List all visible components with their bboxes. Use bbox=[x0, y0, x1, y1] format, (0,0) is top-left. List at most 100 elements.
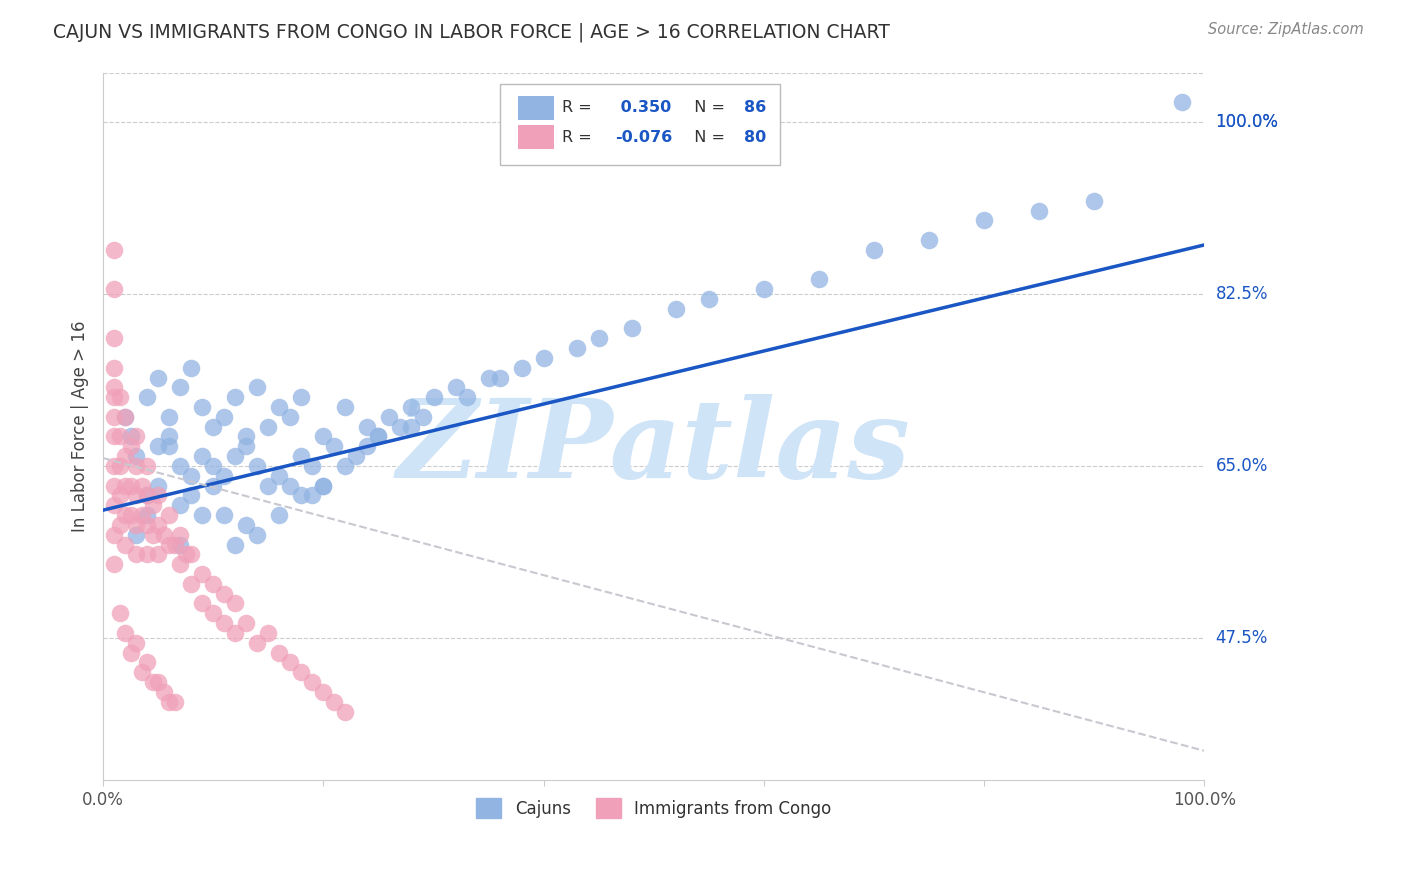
Point bbox=[163, 537, 186, 551]
Point bbox=[335, 400, 357, 414]
Point bbox=[103, 409, 125, 424]
Point bbox=[136, 508, 159, 522]
Point bbox=[477, 370, 499, 384]
Point bbox=[125, 449, 148, 463]
Point bbox=[697, 292, 720, 306]
Point bbox=[157, 695, 180, 709]
Point bbox=[131, 665, 153, 680]
Point bbox=[125, 517, 148, 532]
Point bbox=[973, 213, 995, 227]
Point bbox=[103, 498, 125, 512]
Point bbox=[103, 243, 125, 257]
Point bbox=[752, 282, 775, 296]
Point bbox=[290, 449, 312, 463]
Point bbox=[142, 527, 165, 541]
Point bbox=[323, 695, 346, 709]
Point bbox=[214, 587, 236, 601]
Point bbox=[114, 508, 136, 522]
Point bbox=[620, 321, 643, 335]
Point bbox=[269, 468, 291, 483]
Point bbox=[114, 626, 136, 640]
Text: ZIPatlas: ZIPatlas bbox=[396, 394, 911, 501]
Point bbox=[246, 458, 269, 473]
Point bbox=[257, 626, 280, 640]
Point bbox=[214, 508, 236, 522]
Point bbox=[565, 341, 588, 355]
Point bbox=[411, 409, 433, 424]
Point bbox=[136, 488, 159, 502]
Point bbox=[108, 488, 131, 502]
Point bbox=[290, 665, 312, 680]
Point bbox=[246, 527, 269, 541]
Point bbox=[367, 429, 389, 443]
Text: 86: 86 bbox=[744, 100, 766, 115]
Point bbox=[108, 429, 131, 443]
Point bbox=[180, 468, 202, 483]
Point bbox=[422, 390, 444, 404]
Point bbox=[290, 488, 312, 502]
Point bbox=[103, 331, 125, 345]
Point bbox=[108, 458, 131, 473]
Point bbox=[367, 429, 389, 443]
Point bbox=[180, 577, 202, 591]
Point bbox=[1083, 194, 1105, 208]
Point bbox=[389, 419, 412, 434]
Point bbox=[157, 508, 180, 522]
FancyBboxPatch shape bbox=[499, 84, 780, 165]
Point bbox=[148, 370, 170, 384]
Point bbox=[280, 478, 302, 492]
Point bbox=[114, 478, 136, 492]
Point bbox=[103, 429, 125, 443]
Point bbox=[510, 360, 533, 375]
Point bbox=[401, 400, 423, 414]
Point bbox=[114, 409, 136, 424]
Point bbox=[312, 478, 335, 492]
Point bbox=[224, 390, 246, 404]
Point bbox=[169, 498, 191, 512]
Point bbox=[323, 439, 346, 453]
Point bbox=[807, 272, 830, 286]
Point bbox=[191, 597, 214, 611]
Point bbox=[202, 478, 225, 492]
Point bbox=[290, 390, 312, 404]
Point bbox=[120, 508, 142, 522]
Point bbox=[202, 577, 225, 591]
Point bbox=[157, 409, 180, 424]
Point bbox=[163, 695, 186, 709]
Point bbox=[103, 360, 125, 375]
Point bbox=[301, 488, 323, 502]
Point bbox=[136, 390, 159, 404]
Point bbox=[125, 527, 148, 541]
Point bbox=[488, 370, 510, 384]
Point bbox=[120, 439, 142, 453]
Point bbox=[312, 429, 335, 443]
Point bbox=[136, 458, 159, 473]
Y-axis label: In Labor Force | Age > 16: In Labor Force | Age > 16 bbox=[72, 321, 89, 533]
Text: R =: R = bbox=[562, 100, 598, 115]
Point bbox=[148, 478, 170, 492]
Point bbox=[148, 517, 170, 532]
Point bbox=[169, 458, 191, 473]
Point bbox=[301, 675, 323, 690]
Point bbox=[103, 282, 125, 296]
Point bbox=[224, 537, 246, 551]
Point bbox=[1171, 95, 1194, 110]
Point bbox=[103, 458, 125, 473]
Point bbox=[103, 527, 125, 541]
Text: 47.5%: 47.5% bbox=[1216, 629, 1268, 647]
Point bbox=[224, 626, 246, 640]
Text: 100.0%: 100.0% bbox=[1216, 113, 1278, 131]
Point bbox=[280, 656, 302, 670]
Point bbox=[378, 409, 401, 424]
Point bbox=[280, 409, 302, 424]
Point bbox=[180, 547, 202, 561]
Point bbox=[202, 419, 225, 434]
Point bbox=[191, 400, 214, 414]
Point bbox=[863, 243, 886, 257]
Point bbox=[114, 449, 136, 463]
Point bbox=[444, 380, 467, 394]
Point bbox=[103, 380, 125, 394]
Point bbox=[120, 429, 142, 443]
Point bbox=[125, 458, 148, 473]
Point bbox=[214, 409, 236, 424]
